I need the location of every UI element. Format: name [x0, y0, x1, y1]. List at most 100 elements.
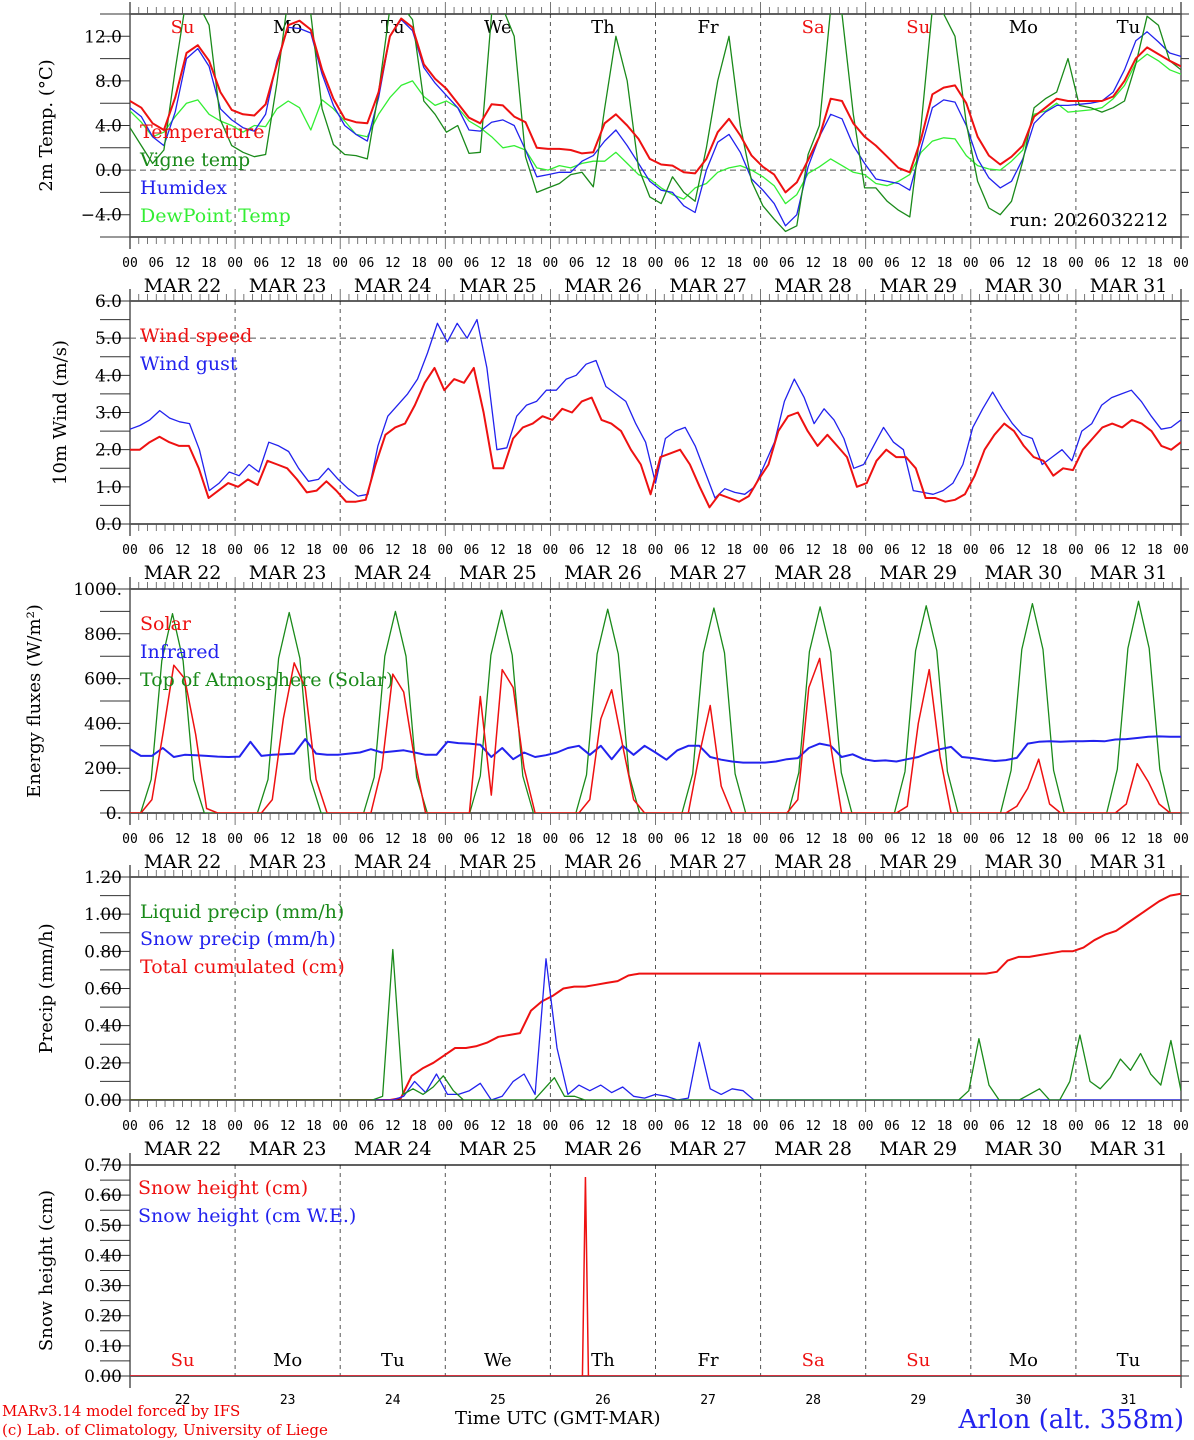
series-line-wind-gust — [130, 318, 1181, 499]
series-line-top-of-atmosphere-solar- — [130, 600, 1181, 813]
hour-tick-label: 18 — [1042, 256, 1058, 271]
hour-tick-label: 06 — [989, 832, 1005, 847]
hour-tick-label: 06 — [254, 256, 270, 271]
hour-tick-label: 06 — [779, 832, 795, 847]
hour-tick-label: 06 — [254, 543, 270, 558]
hour-tick-label: 06 — [148, 256, 164, 271]
date-label: MAR 31 — [1090, 275, 1168, 297]
hour-tick-label: 00 — [332, 543, 348, 558]
y-tick-label: 12.0 — [84, 27, 122, 47]
hour-tick-label: 18 — [1147, 832, 1163, 847]
weekday-label: Sa — [802, 1350, 825, 1371]
legend-entry: Total cumulated (cm) — [140, 956, 345, 978]
hour-tick-label: 18 — [411, 1119, 427, 1134]
weekday-label: Su — [906, 1350, 930, 1371]
legend-entry: Solar — [140, 613, 192, 635]
hour-tick-label: 06 — [254, 832, 270, 847]
hour-tick-label: 18 — [1042, 543, 1058, 558]
weekday-label: We — [484, 1350, 512, 1371]
hour-tick-label: 06 — [464, 543, 480, 558]
hour-tick-label: 00 — [227, 832, 243, 847]
date-label: MAR 31 — [1090, 1138, 1168, 1160]
hour-tick-label: 00 — [1068, 1119, 1084, 1134]
y-tick-label: 1000. — [73, 580, 122, 600]
hour-tick-label: 00 — [858, 256, 874, 271]
y-tick-label: 1.00 — [84, 905, 122, 925]
series-line-humidex — [130, 18, 1181, 227]
hour-tick-label: 18 — [832, 256, 848, 271]
y-tick-label: 0.0 — [95, 515, 122, 535]
hour-tick-label: 00 — [437, 543, 453, 558]
hour-tick-label: 12 — [385, 256, 401, 271]
hour-tick-label: 00 — [963, 1119, 979, 1134]
hour-tick-label: 06 — [1094, 543, 1110, 558]
hour-tick-label: 12 — [595, 1119, 611, 1134]
series-group — [130, 892, 1181, 1100]
legend-entry: Infrared — [140, 641, 220, 663]
legend-entry: Humidex — [140, 177, 227, 199]
y-axis-title: Energy fluxes (W/m²) — [24, 604, 45, 798]
y-tick-label: 5.0 — [95, 329, 122, 349]
hour-tick-label: 12 — [595, 256, 611, 271]
hour-tick-label: 18 — [621, 832, 637, 847]
date-label: MAR 31 — [1090, 851, 1168, 873]
hour-tick-label: 00 — [437, 832, 453, 847]
hour-tick-label: 00 — [437, 256, 453, 271]
hour-tick-label: 12 — [910, 543, 926, 558]
date-label: MAR 22 — [144, 275, 222, 297]
hour-tick-label: 00 — [1173, 832, 1189, 847]
hour-tick-label: 18 — [201, 1119, 217, 1134]
hour-tick-label: 00 — [963, 832, 979, 847]
day-number-label: 29 — [910, 1393, 926, 1408]
y-tick-label: 0.60 — [84, 980, 122, 1000]
hour-tick-label: 00 — [543, 1119, 559, 1134]
hour-tick-label: 06 — [359, 1119, 375, 1134]
energy-panel: 0. 200. 400. 600. 800. 1000. Energy fluxes (W/… — [24, 577, 1189, 873]
series-group — [130, 1177, 1181, 1376]
hour-tick-label: 00 — [858, 832, 874, 847]
date-label: MAR 23 — [249, 1138, 327, 1160]
hour-tick-label: 00 — [543, 256, 559, 271]
hour-tick-label: 06 — [359, 832, 375, 847]
hour-tick-label: 18 — [1147, 256, 1163, 271]
series-line-total-cumulated-cm- — [130, 892, 1181, 1100]
hour-tick-label: 18 — [306, 543, 322, 558]
hour-tick-label: 06 — [779, 543, 795, 558]
hour-tick-label: 06 — [1094, 832, 1110, 847]
hour-tick-label: 06 — [569, 832, 585, 847]
date-label: MAR 30 — [984, 275, 1062, 297]
y-tick-label: 0.00 — [84, 1367, 122, 1387]
y-tick-label: 1.0 — [95, 478, 122, 498]
date-label: MAR 29 — [879, 275, 957, 297]
hour-tick-label: 18 — [411, 543, 427, 558]
hour-tick-label: 12 — [910, 832, 926, 847]
y-ticks — [100, 1164, 1189, 1377]
hour-tick-label: 00 — [648, 1119, 664, 1134]
hour-tick-label: 00 — [332, 832, 348, 847]
hour-tick-label: 06 — [464, 832, 480, 847]
hour-tick-label: 06 — [569, 256, 585, 271]
date-label: MAR 22 — [144, 1138, 222, 1160]
date-label: MAR 24 — [354, 1138, 432, 1160]
hour-tick-label: 00 — [1068, 256, 1084, 271]
hour-tick-label: 00 — [122, 832, 138, 847]
legend-entry: Temperature — [140, 121, 264, 143]
hour-tick-label: 12 — [595, 832, 611, 847]
hour-tick-label: 18 — [726, 832, 742, 847]
legend-entry: Snow height (cm W.E.) — [138, 1205, 356, 1227]
weekday-label: Tu — [1117, 1350, 1141, 1371]
hour-tick-label: 00 — [122, 256, 138, 271]
hour-tick-label: 12 — [1016, 256, 1032, 271]
day-number-label: 23 — [280, 1393, 296, 1408]
hour-tick-label: 00 — [648, 832, 664, 847]
hour-tick-label: 06 — [148, 1119, 164, 1134]
date-label: MAR 26 — [564, 1138, 642, 1160]
hour-tick-label: 12 — [490, 256, 506, 271]
hour-tick-label: 06 — [359, 256, 375, 271]
hour-tick-label: 18 — [516, 543, 532, 558]
hour-tick-label: 12 — [175, 1119, 191, 1134]
hour-tick-label: 12 — [805, 1119, 821, 1134]
hour-tick-label: 18 — [306, 256, 322, 271]
hour-tick-label: 18 — [937, 256, 953, 271]
